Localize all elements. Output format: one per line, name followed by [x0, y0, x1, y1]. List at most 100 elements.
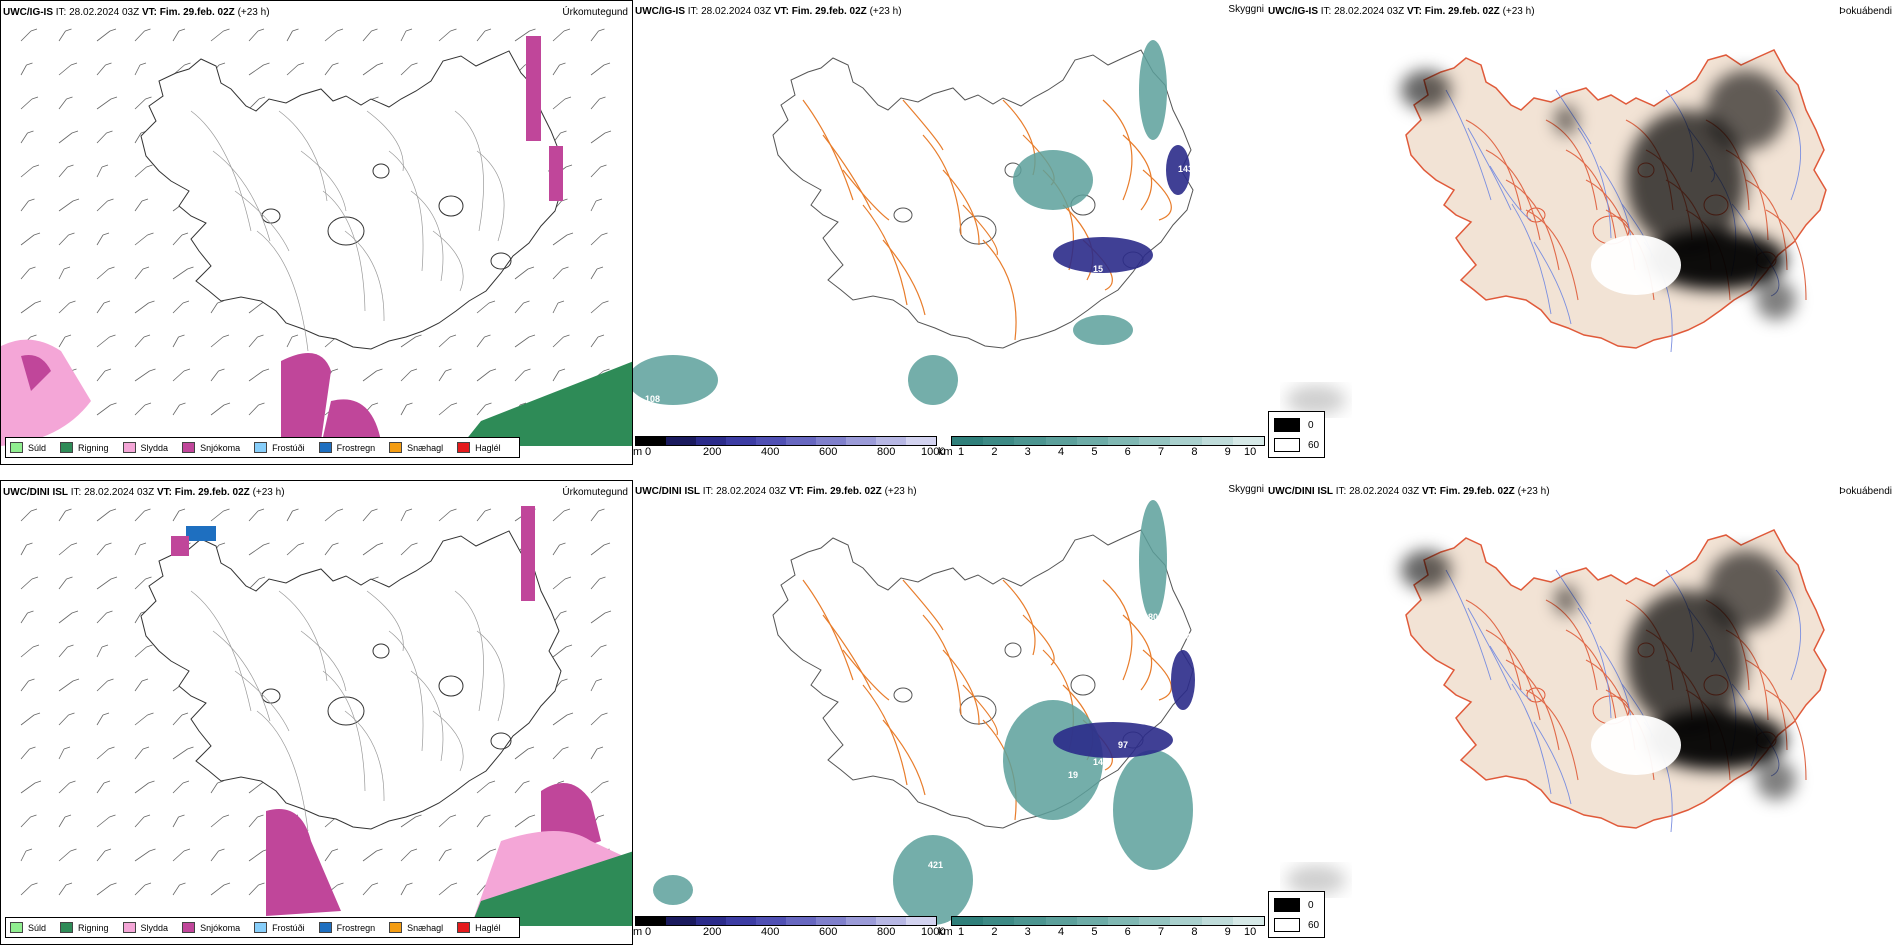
precip-legend-item: Haglél	[457, 442, 501, 453]
legend-label: Haglél	[475, 442, 501, 453]
glacier-outline	[327, 696, 365, 726]
colorbar-tick: 1000	[921, 926, 946, 938]
legend-label: Frostregn	[336, 442, 376, 453]
precip-legend-item: Snæhagl	[389, 442, 443, 453]
legend-label: Slydda	[140, 442, 169, 453]
colorbar-tick: 2	[991, 446, 998, 458]
colorbar-tick: 5	[1091, 926, 1098, 938]
legend-label: Súld	[28, 442, 47, 453]
colorbar-tick: 8	[1191, 446, 1198, 458]
colorbar-segment	[786, 437, 816, 445]
precip-legend-item: Frostúði	[254, 442, 305, 453]
colorbar-segment	[876, 437, 906, 445]
legend-label: 60	[1308, 919, 1320, 931]
colorbar-segment	[846, 437, 876, 445]
colorbar-segment	[636, 917, 666, 925]
legend-swatch	[254, 442, 268, 453]
legend-swatch	[318, 922, 332, 933]
legend-label: Snæhagl	[407, 922, 444, 933]
precip-legend: Súld Rigning Slydda Snjókoma Frostúði Frostre…	[5, 437, 520, 458]
colorbar-tick: 8	[1191, 926, 1198, 938]
colorbar-segment	[1139, 917, 1171, 925]
legend-swatch	[457, 442, 471, 453]
precip-legend-item: Snjókoma	[182, 442, 240, 453]
colorbar-segment	[756, 917, 786, 925]
visibility-value-label: 95	[708, 412, 718, 422]
precip-legend-item: Slydda	[122, 442, 169, 453]
colorbar-segment	[1108, 917, 1140, 925]
colorbar-tick: 4	[1058, 446, 1065, 458]
panel-title: Úrkomutegund	[562, 487, 628, 498]
fog-legend-item: 0	[1274, 418, 1314, 432]
colorbar-segment	[906, 437, 936, 445]
legend-label: Rigning	[78, 442, 109, 453]
fog-map	[1286, 529, 1827, 895]
legend-swatch	[182, 442, 196, 453]
glacier-outline	[261, 688, 281, 704]
colorbar-segment	[1108, 437, 1140, 445]
colorbar-unit: m	[633, 446, 643, 458]
visibility-value-label: 97	[1118, 740, 1128, 750]
colorbar-tick: 6	[1124, 926, 1131, 938]
colorbar-segment	[1201, 917, 1233, 925]
legend-swatch	[122, 922, 136, 933]
colorbar-segment	[983, 437, 1015, 445]
precip-legend-item: Slydda	[122, 922, 169, 933]
precip-type-map	[20, 506, 632, 926]
colorbar-segment	[816, 917, 846, 925]
colorbar-unit: km	[938, 446, 953, 458]
colorbar-segment	[983, 917, 1015, 925]
panel-title: Þokuábendi	[1839, 486, 1892, 497]
visibility-value-label: 94	[1181, 632, 1191, 642]
colorbar-tick: 7	[1158, 446, 1165, 458]
legend-label: Frostregn	[336, 922, 376, 933]
colorbar-segment	[846, 917, 876, 925]
colorbar-segment	[1170, 917, 1202, 925]
legend-swatch	[122, 442, 136, 453]
colorbar-segment	[726, 437, 756, 445]
legend-label: Haglél	[475, 922, 501, 933]
panel-title: Skyggni	[1228, 484, 1264, 495]
visibility-map: 421 145 97 19 80 94	[653, 500, 1195, 925]
legend-swatch	[389, 442, 403, 453]
colorbar-tick: 400	[761, 926, 780, 938]
legend-swatch	[1274, 918, 1300, 932]
panel-title: Þokuábendi	[1839, 6, 1892, 17]
iceland-coastline	[772, 49, 1194, 349]
colorbar-segment	[1232, 917, 1265, 925]
colorbar-tick: 5	[1091, 446, 1098, 458]
colorbar-segment	[1014, 917, 1046, 925]
colorbar-segment	[1139, 437, 1171, 445]
legend-swatch	[318, 442, 332, 453]
legend-swatch	[10, 442, 23, 453]
colorbar-tick: 400	[761, 446, 780, 458]
colorbar-segment	[636, 437, 666, 445]
panel-title: Úrkomutegund	[562, 7, 628, 18]
precip-legend-item: Rigning	[60, 922, 109, 933]
colorbar-tick: 0	[645, 446, 652, 458]
cloud-base-ticks: m 0 200 400 600 800 1000	[633, 926, 946, 940]
legend-swatch	[254, 922, 268, 933]
legend-label: Frostúði	[272, 922, 305, 933]
colorbar-tick: 1	[958, 926, 965, 938]
legend-label: Frostúði	[272, 442, 305, 453]
colorbar-tick: 2	[991, 926, 998, 938]
visibility-value-label: 108	[645, 394, 660, 404]
glacier-outline	[372, 643, 390, 659]
precip-legend-item: Súld	[10, 922, 46, 933]
colorbar-tick: 200	[703, 446, 722, 458]
visibility-ticks: km 1 2 3 4 5 6 7 8 9 10	[938, 446, 1264, 460]
colorbar-segment	[666, 437, 696, 445]
panel-header: UWC/IG-IS IT: 28.02.2024 03Z VT: Fim. 29…	[3, 7, 270, 18]
precip-legend-item: Frostregn	[318, 922, 376, 933]
fog-panel-1: UWC/IG-IS IT: 28.02.2024 03Z VT: Fim. 29…	[1266, 0, 1900, 465]
fog-legend-item: 60	[1274, 918, 1319, 932]
precip-legend-item: Snjókoma	[182, 922, 240, 933]
legend-label: 0	[1308, 419, 1314, 431]
iceland-coastline	[140, 50, 562, 350]
colorbar-tick: 7	[1158, 926, 1165, 938]
legend-swatch	[182, 922, 196, 933]
legend-label: Slydda	[140, 922, 169, 933]
colorbar-segment	[876, 917, 906, 925]
colorbar-segment	[816, 437, 846, 445]
